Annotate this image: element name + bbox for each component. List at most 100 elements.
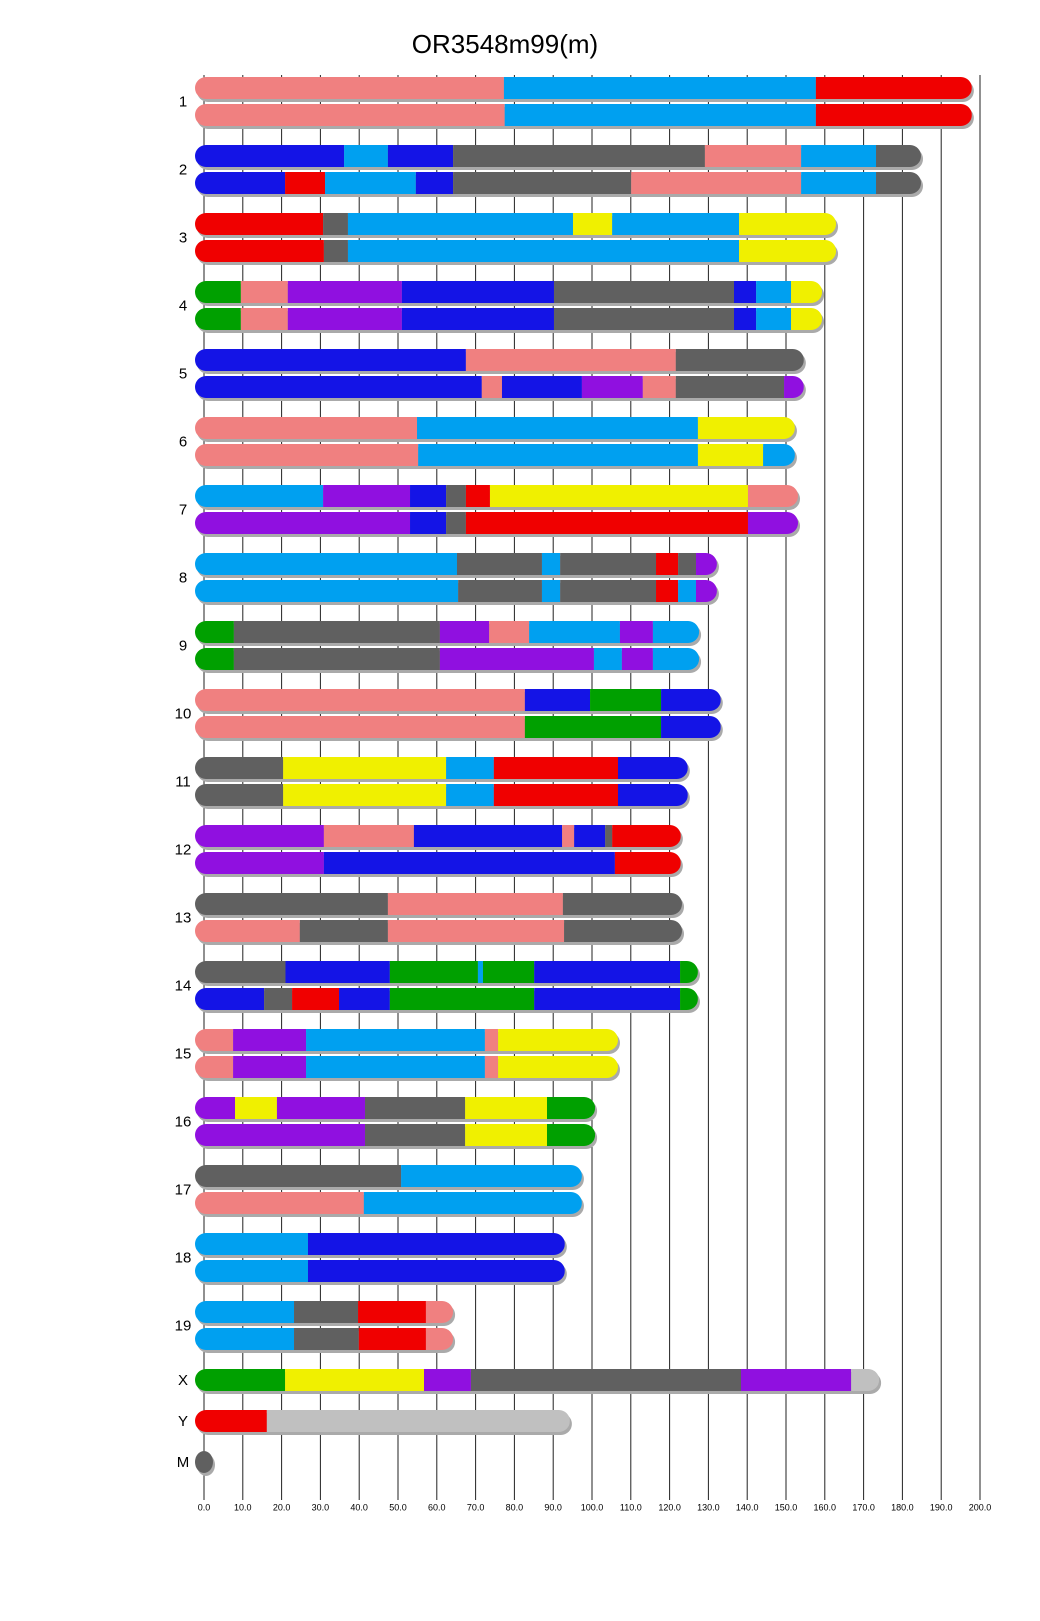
segment (195, 825, 324, 847)
segment (465, 1097, 547, 1119)
segment (498, 1029, 618, 1051)
haplotype-track (195, 961, 698, 983)
segment (446, 485, 466, 507)
segment (680, 988, 698, 1010)
x-tick-label: 40.0 (350, 1502, 368, 1512)
haplotype-track (195, 893, 683, 915)
segment (482, 961, 535, 983)
segment (401, 1165, 582, 1187)
chromosome-label: 16 (175, 1113, 192, 1130)
segment (453, 145, 705, 167)
chromosome-label: X (178, 1372, 188, 1389)
segment (560, 580, 657, 602)
haplotype-track (195, 512, 799, 534)
haplotype-track (195, 485, 799, 507)
segment (195, 349, 466, 371)
segment (410, 485, 447, 507)
x-tick-label: 190.0 (930, 1502, 953, 1512)
chromosome-label: 2 (179, 161, 187, 178)
segment (456, 553, 542, 575)
segment (195, 553, 457, 575)
segment (661, 716, 721, 738)
segment (458, 580, 542, 602)
segment (264, 988, 293, 1010)
haplotype-track (195, 213, 837, 235)
segment (195, 1410, 267, 1432)
segment (195, 1451, 213, 1473)
haplotype-track (195, 240, 837, 262)
segment (283, 757, 447, 779)
segment (740, 1369, 852, 1391)
chromosome-label: 18 (175, 1249, 192, 1266)
segment (574, 825, 606, 847)
segment (299, 920, 388, 942)
segment (876, 172, 922, 194)
segment (323, 213, 348, 235)
segment (498, 1056, 618, 1078)
x-tick-label: 60.0 (428, 1502, 446, 1512)
segment (489, 485, 748, 507)
segment (465, 1124, 547, 1146)
segment (323, 825, 414, 847)
segment (287, 281, 402, 303)
segment (347, 240, 740, 262)
segment (739, 240, 837, 262)
segment (756, 281, 792, 303)
segment (652, 621, 700, 643)
segment (195, 1369, 286, 1391)
haplotype-track (195, 1165, 582, 1187)
segment (233, 1029, 307, 1051)
haplotype-track (195, 852, 681, 874)
chromosome-label: M (177, 1454, 190, 1471)
segment (195, 689, 525, 711)
x-tick-label: 160.0 (814, 1502, 837, 1512)
segment (697, 417, 795, 439)
haplotype-track (195, 1233, 565, 1255)
segment (415, 172, 454, 194)
segment (815, 104, 972, 126)
segment (675, 349, 804, 371)
segment (465, 512, 748, 534)
segment (195, 621, 234, 643)
x-tick-label: 170.0 (852, 1502, 875, 1512)
segment (358, 1301, 426, 1323)
segment (285, 961, 390, 983)
haplotype-track (195, 1328, 454, 1350)
haplotype-track (195, 1451, 213, 1473)
segment (484, 1029, 499, 1051)
segment (541, 580, 561, 602)
segment (756, 308, 792, 330)
segment (195, 308, 241, 330)
segment (784, 376, 804, 398)
segment (553, 281, 735, 303)
segment (656, 553, 679, 575)
haplotype-track (195, 172, 922, 194)
segment (195, 716, 525, 738)
segment (465, 485, 490, 507)
segment (675, 376, 785, 398)
segment (195, 1260, 308, 1282)
segment (306, 1056, 485, 1078)
segment (680, 961, 698, 983)
segment (652, 648, 700, 670)
x-tick-label: 110.0 (620, 1502, 642, 1512)
chromosome-label: 8 (179, 569, 187, 586)
chromosome-label: 13 (175, 909, 192, 926)
segment (801, 172, 877, 194)
segment (425, 1301, 454, 1323)
segment (195, 444, 419, 466)
x-tick-label: 130.0 (697, 1502, 720, 1512)
segment (541, 553, 561, 575)
haplotype-track (195, 1056, 618, 1078)
chromosome-label: 9 (179, 637, 187, 654)
segment (195, 580, 459, 602)
segment (564, 920, 683, 942)
segment (417, 417, 698, 439)
segment (195, 145, 345, 167)
haplotype-track (195, 1410, 570, 1432)
chromosome-label: 11 (175, 773, 191, 790)
segment (734, 281, 757, 303)
segment (791, 281, 823, 303)
segment (195, 757, 284, 779)
